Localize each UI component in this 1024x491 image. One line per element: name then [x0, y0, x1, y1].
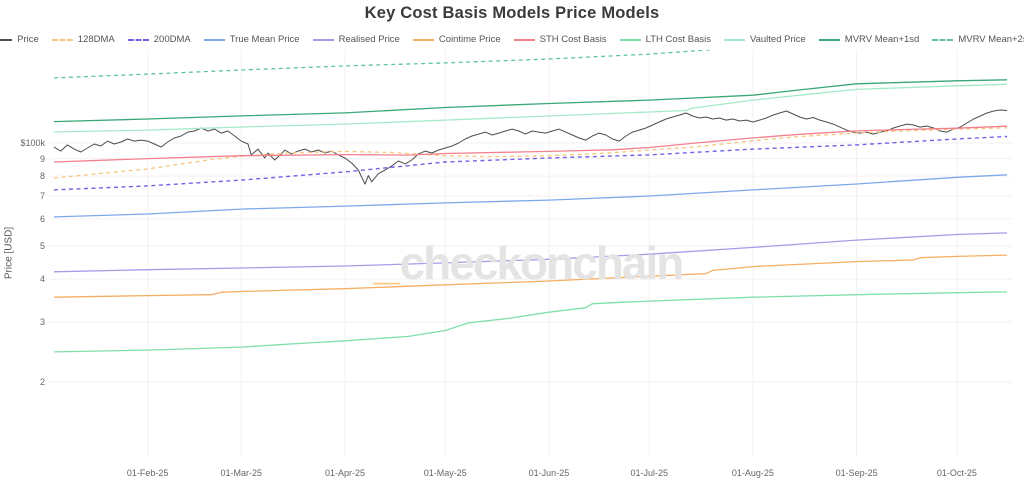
legend-label: 128DMA	[77, 34, 115, 45]
watermark-underscore-icon: _	[374, 237, 400, 289]
series-line-lth-cost-basis[interactable]	[53, 291, 1008, 353]
legend-swatch-icon	[203, 38, 225, 41]
y-tick-label: 2	[39, 377, 45, 388]
watermark: _checkonchain	[374, 236, 685, 290]
chart-title: Key Cost Basis Models Price Models	[364, 4, 660, 22]
y-tick-label: $100k	[20, 138, 45, 148]
legend-label: MVRV Mean+2sd	[958, 34, 1024, 45]
x-tick-label: 01-Mar-25	[220, 468, 263, 478]
legend-swatch-icon	[412, 38, 434, 41]
series-line-realised-price[interactable]	[53, 232, 1008, 273]
y-tick-label: 4	[39, 274, 45, 285]
series-line-mvrv-mean-2sd[interactable]	[53, 47, 726, 79]
y-tick-label: 5	[39, 240, 45, 251]
legend-item-cointime-price[interactable]: Cointime Price	[412, 34, 501, 45]
y-axis-title: Price [USD]	[3, 226, 15, 280]
series-line-price[interactable]	[53, 109, 1008, 185]
legend-item-mvrv-mean-2sd[interactable]: MVRV Mean+2sd	[932, 34, 1024, 45]
legend-swatch-icon	[619, 38, 641, 41]
legend-label: Price	[17, 34, 39, 45]
legend-label: Cointime Price	[438, 34, 501, 45]
x-tick-label: 01-Apr-25	[324, 468, 365, 478]
legend-item-128dma[interactable]: 128DMA	[51, 34, 115, 45]
legend-swatch-icon	[312, 38, 334, 41]
legend-item-price[interactable]: Price	[0, 34, 39, 45]
y-tick-label: 9	[39, 153, 45, 164]
gridlines	[50, 50, 1012, 456]
x-tick-label: 01-Jun-25	[528, 468, 570, 478]
legend-label: Realised Price	[338, 34, 400, 45]
y-tick-label: 3	[39, 316, 45, 327]
series-line-cointime-price[interactable]	[53, 254, 1008, 298]
series-line-128dma[interactable]	[53, 127, 1008, 179]
legend-item-sth-cost-basis[interactable]: STH Cost Basis	[513, 34, 607, 45]
legend-label: 200DMA	[153, 34, 191, 45]
y-tick-label: 6	[39, 213, 45, 224]
watermark-text: checkonchain	[399, 237, 685, 289]
y-tick-label: 7	[39, 190, 45, 201]
legend-swatch-icon	[513, 38, 535, 41]
y-tick-label: 8	[39, 171, 45, 182]
series-line-mvrv-mean-1sd[interactable]	[53, 79, 1008, 123]
legend: Price 128DMA 200DMA True Mean Price Realised…	[0, 34, 1024, 45]
series-lines	[53, 47, 1008, 353]
legend-label: STH Cost Basis	[539, 34, 607, 45]
legend-item-mvrv-mean-1sd[interactable]: MVRV Mean+1sd	[818, 34, 920, 45]
legend-item-true-mean-price[interactable]: True Mean Price	[203, 34, 300, 45]
legend-item-lth-cost-basis[interactable]: LTH Cost Basis	[619, 34, 711, 45]
legend-item-200dma[interactable]: 200DMA	[127, 34, 191, 45]
x-tick-label: 01-Oct-25	[936, 468, 977, 478]
legend-swatch-icon	[932, 38, 954, 41]
legend-swatch-icon	[0, 38, 13, 41]
series-line-vaulted-price[interactable]	[53, 83, 1008, 133]
series-line-200dma[interactable]	[53, 135, 1008, 191]
legend-item-vaulted-price[interactable]: Vaulted Price	[723, 34, 806, 45]
legend-label: MVRV Mean+1sd	[844, 34, 920, 45]
x-tick-label: 01-Aug-25	[731, 468, 774, 478]
legend-label: LTH Cost Basis	[645, 34, 711, 45]
series-line-sth-cost-basis[interactable]	[53, 125, 1008, 163]
legend-swatch-icon	[51, 38, 73, 41]
x-tick-label: 01-Feb-25	[126, 468, 169, 478]
series-line-true-mean-price[interactable]	[53, 174, 1008, 218]
x-tick-label: 01-Sep-25	[835, 468, 878, 478]
legend-label: True Mean Price	[229, 34, 300, 45]
legend-swatch-icon	[127, 38, 149, 41]
legend-label: Vaulted Price	[749, 34, 806, 45]
legend-swatch-icon	[723, 38, 745, 41]
legend-item-realised-price[interactable]: Realised Price	[312, 34, 400, 45]
x-tick-label: 01-Jul-25	[630, 468, 669, 478]
legend-swatch-icon	[818, 38, 840, 41]
x-tick-label: 01-May-25	[423, 468, 467, 478]
